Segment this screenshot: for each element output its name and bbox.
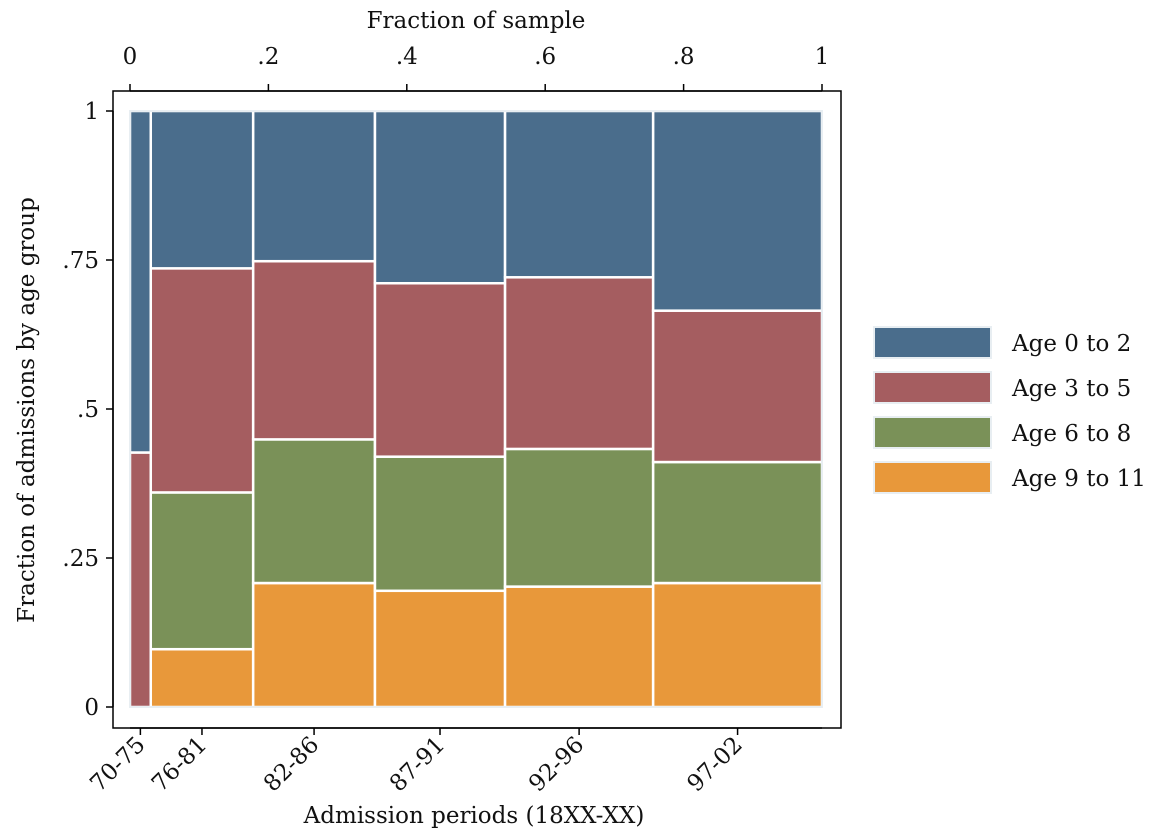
cell-76-81-age-0-to-2 xyxy=(149,109,255,270)
legend-swatch xyxy=(873,461,992,494)
y-tick-label: .5 xyxy=(77,397,99,423)
x-category-label: 97-02 xyxy=(683,732,748,797)
top-tick-label: .8 xyxy=(673,44,695,70)
cell-82-86-age-6-to-8 xyxy=(251,438,377,585)
legend-swatch xyxy=(873,326,992,359)
legend-label: Age 9 to 11 xyxy=(1011,466,1146,492)
legend-swatch xyxy=(873,371,992,404)
cell-92-96-age-6-to-8 xyxy=(503,447,655,588)
y-tick-label: 1 xyxy=(84,99,99,125)
cell-92-96-age-3-to-5 xyxy=(503,276,655,451)
cell-97-02-age-0-to-2 xyxy=(651,109,824,312)
cell-82-86-age-0-to-2 xyxy=(251,109,377,263)
cell-82-86-age-9-to-11 xyxy=(251,581,377,709)
x-axis-title: Admission periods (18XX-XX) xyxy=(303,803,645,829)
legend-label: Age 0 to 2 xyxy=(1011,331,1131,357)
cell-87-91-age-6-to-8 xyxy=(373,455,507,593)
x-category-label: 92-96 xyxy=(524,732,589,797)
cell-87-91-age-9-to-11 xyxy=(373,589,507,709)
cell-97-02-age-9-to-11 xyxy=(651,581,824,709)
cell-92-96-age-9-to-11 xyxy=(503,585,655,709)
top-tick-label: 0 xyxy=(123,44,138,70)
y-axis: 0 .25 .5 .75 1 xyxy=(62,99,114,721)
legend: Age 0 to 2 Age 3 to 5 Age 6 to 8 Age 9 to 1… xyxy=(873,326,1146,494)
y-tick-label: 0 xyxy=(84,695,99,721)
legend-label: Age 3 to 5 xyxy=(1011,376,1131,402)
top-tick-label: 1 xyxy=(815,44,830,70)
top-x-axis: 0 .2 .4 .6 .8 1 xyxy=(123,44,830,92)
x-category-label: 82-86 xyxy=(259,732,324,797)
x-category-label: 70-75 xyxy=(85,732,150,797)
top-tick-label: .4 xyxy=(396,44,418,70)
y-tick-label: .75 xyxy=(62,248,99,274)
top-tick-label: .6 xyxy=(534,44,556,70)
top-tick-label: .2 xyxy=(257,44,279,70)
cell-87-91-age-3-to-5 xyxy=(373,281,507,458)
x-category-label: 87-91 xyxy=(385,732,450,797)
cell-82-86-age-3-to-5 xyxy=(251,259,377,441)
y-tick-label: .25 xyxy=(62,546,99,572)
legend-swatch xyxy=(873,416,992,449)
cell-76-81-age-9-to-11 xyxy=(149,647,255,709)
cell-70-75-age-0-to-2 xyxy=(128,109,153,454)
plot-inner-border xyxy=(129,110,823,708)
x-category-label: 76-81 xyxy=(147,732,212,797)
legend-label: Age 6 to 8 xyxy=(1011,421,1131,447)
cell-97-02-age-3-to-5 xyxy=(651,309,824,464)
cell-97-02-age-6-to-8 xyxy=(651,460,824,585)
cell-76-81-age-3-to-5 xyxy=(149,267,255,494)
chart-cells xyxy=(128,109,824,709)
cell-76-81-age-6-to-8 xyxy=(149,491,255,651)
top-axis-title: Fraction of sample xyxy=(367,8,586,34)
y-axis-title: Fraction of admissions by age group xyxy=(14,197,40,623)
cell-70-75-age-3-to-5 xyxy=(128,451,153,709)
cell-87-91-age-0-to-2 xyxy=(373,109,507,285)
cell-92-96-age-0-to-2 xyxy=(503,109,655,279)
